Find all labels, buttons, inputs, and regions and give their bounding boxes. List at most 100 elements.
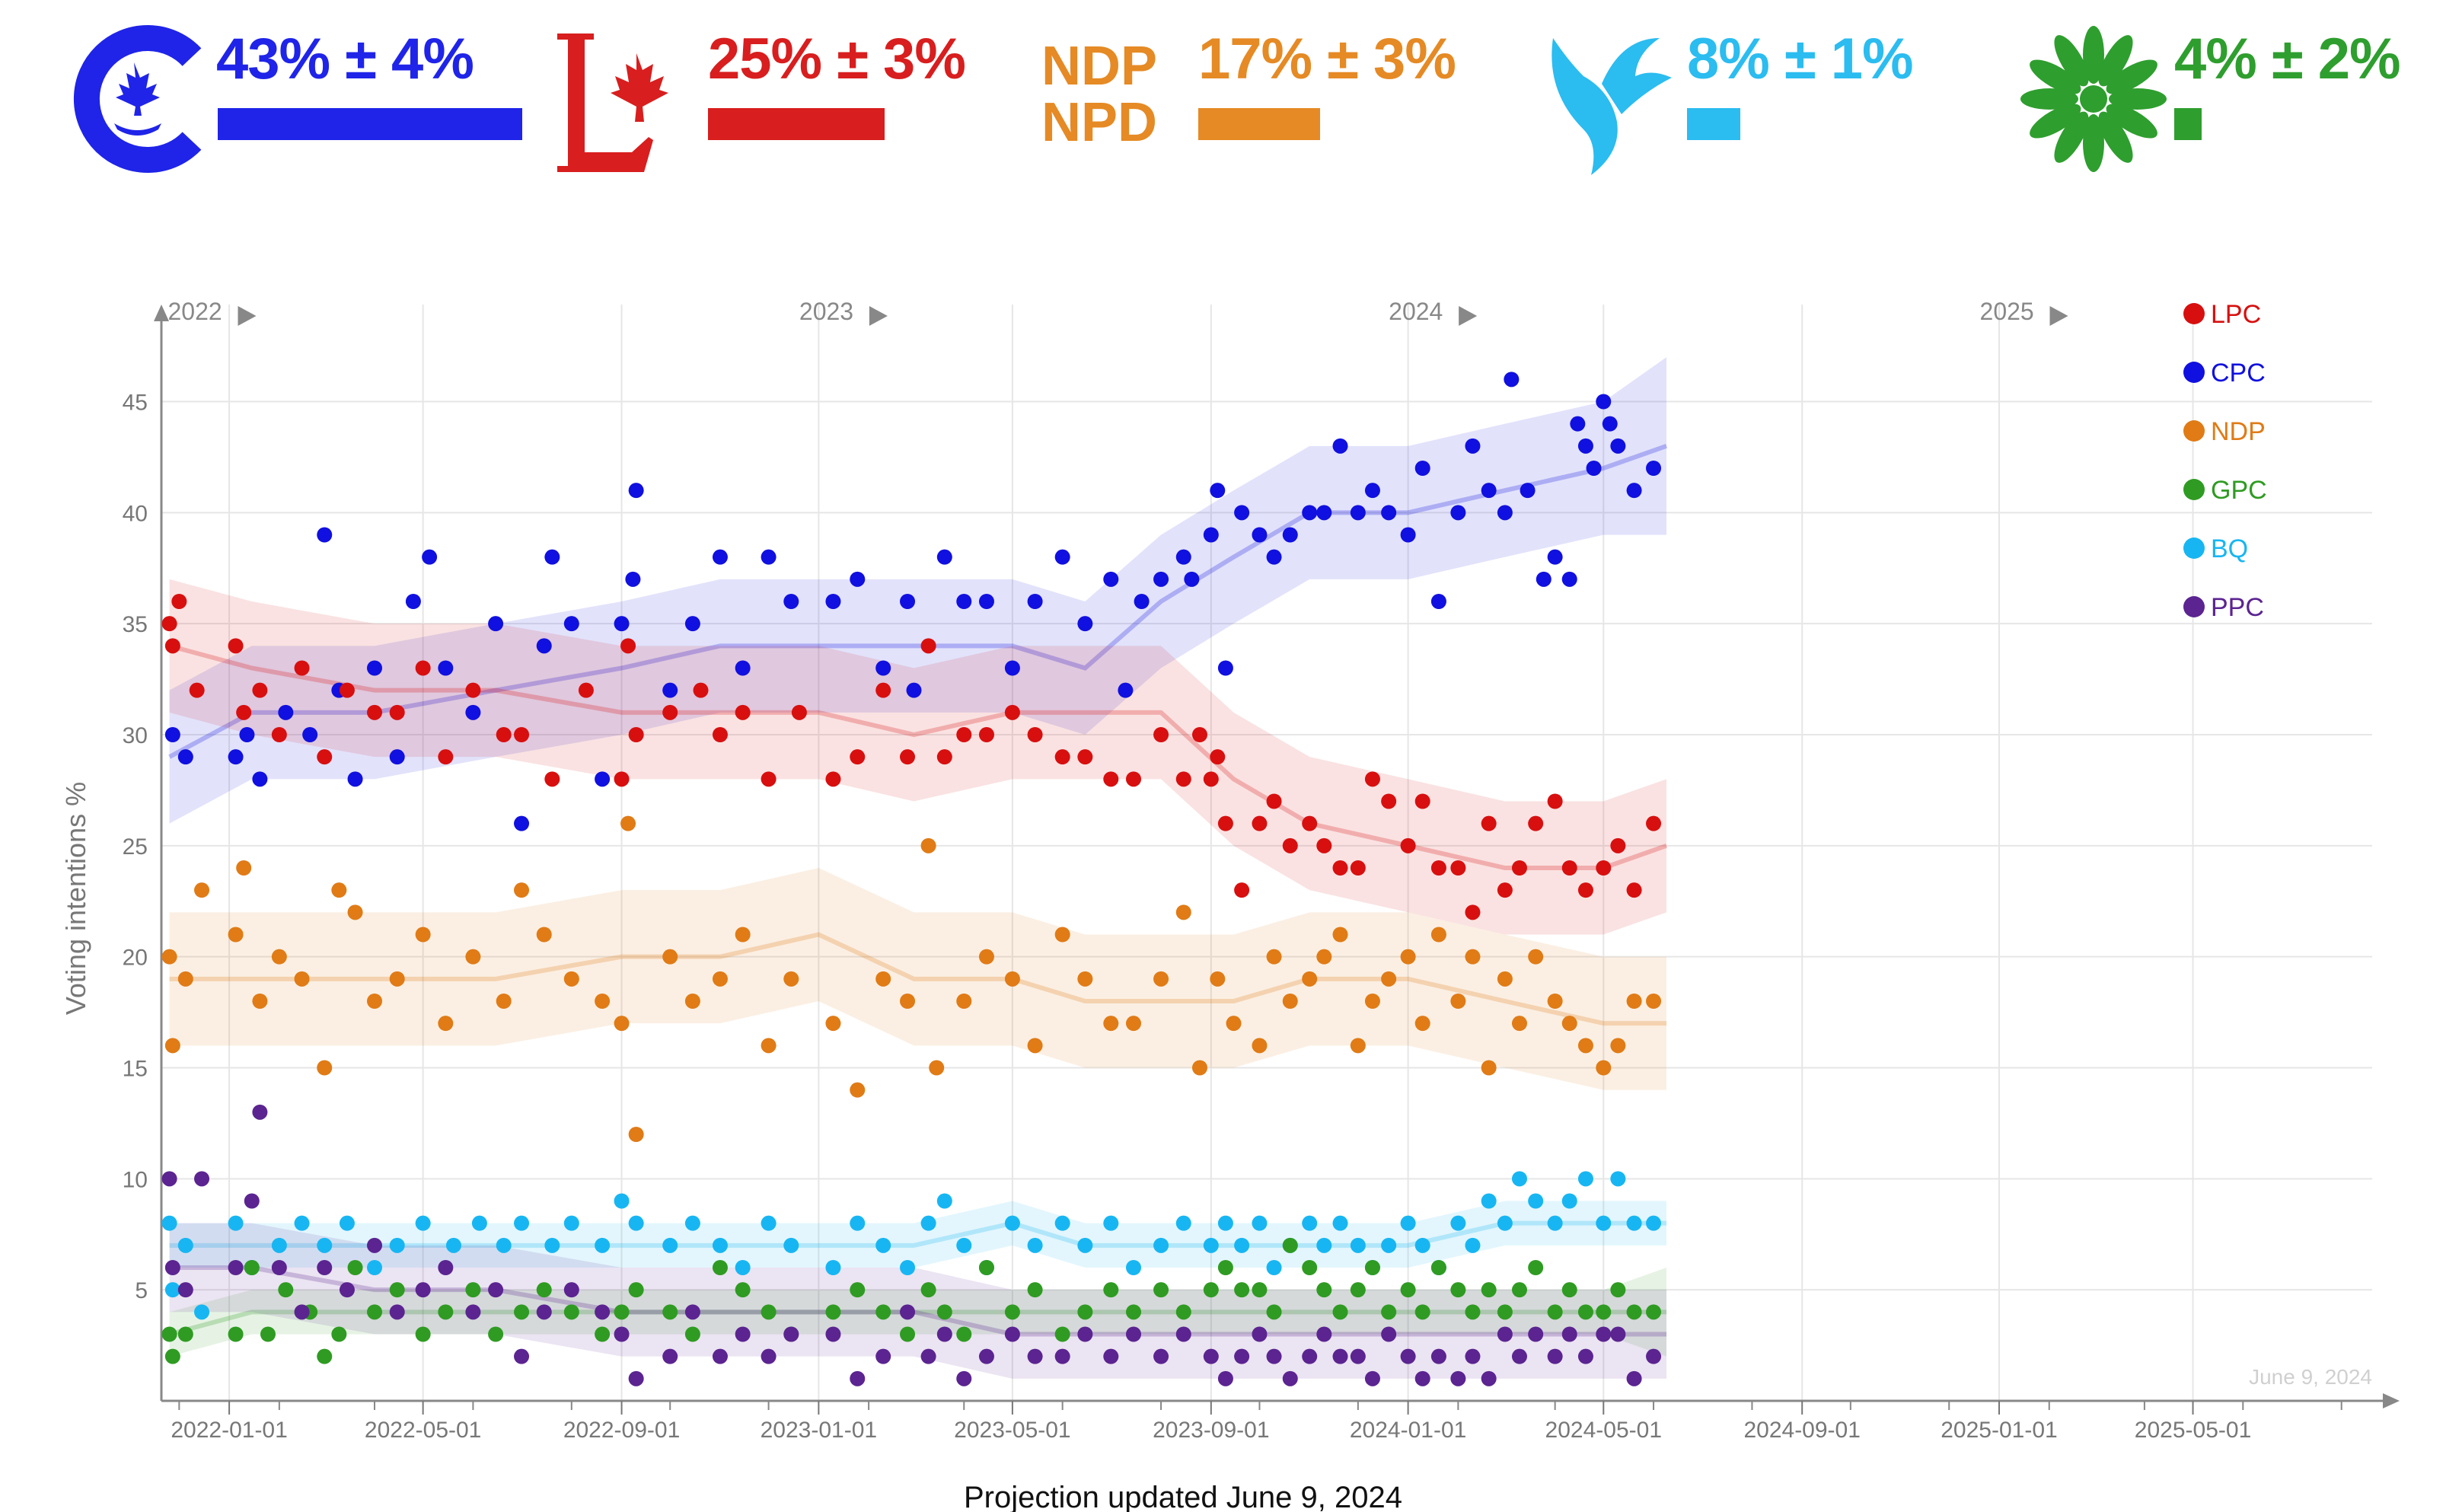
poll-point-ppc	[1282, 1370, 1298, 1386]
poll-point-ndp	[1103, 1016, 1119, 1032]
poll-point-bq	[1596, 1215, 1612, 1231]
poll-point-lpc	[1004, 704, 1020, 720]
poll-point-cpc	[1266, 549, 1282, 565]
poll-point-gpc	[761, 1304, 777, 1320]
poll-point-cpc	[252, 771, 268, 787]
party-summary-bq: 8% ± 1%	[1538, 15, 1934, 183]
poll-point-gpc	[1153, 1282, 1169, 1298]
poll-point-lpc	[465, 682, 481, 698]
poll-point-lpc	[662, 704, 678, 720]
poll-point-lpc	[1596, 860, 1612, 876]
poll-point-lpc	[1414, 793, 1430, 809]
poll-point-cpc	[825, 594, 841, 609]
series-cpc-confidence-band	[169, 357, 1667, 824]
gpc-share-label: 4% ± 2%	[2174, 27, 2401, 91]
poll-point-bq	[415, 1215, 431, 1231]
poll-point-ppc	[228, 1260, 244, 1275]
poll-point-ppc	[1450, 1370, 1466, 1386]
poll-point-bq	[1252, 1215, 1268, 1231]
poll-point-lpc	[693, 682, 709, 698]
poll-point-cpc	[978, 594, 994, 609]
poll-point-ppc	[294, 1304, 310, 1320]
poll-point-ppc	[1481, 1370, 1497, 1386]
poll-point-lpc	[1465, 904, 1481, 920]
poll-point-lpc	[1350, 860, 1366, 876]
poll-point-lpc	[578, 682, 594, 698]
poll-point-ndp	[1266, 949, 1282, 965]
poll-point-gpc	[662, 1304, 678, 1320]
year-marker-arrow-icon	[238, 306, 257, 326]
poll-point-lpc	[1191, 727, 1207, 742]
poll-point-bq	[1350, 1237, 1366, 1253]
poll-point-ndp	[1316, 949, 1332, 965]
lpc-share-bar	[708, 108, 885, 140]
poll-point-cpc	[347, 771, 363, 787]
poll-point-bq	[1528, 1193, 1544, 1209]
series-gpc-points	[161, 1237, 1662, 1364]
poll-point-ndp	[761, 1038, 777, 1054]
poll-point-cpc	[662, 682, 678, 698]
poll-point-lpc	[514, 727, 530, 742]
poll-point-ndp	[1400, 949, 1416, 965]
poll-point-ndp	[294, 971, 310, 987]
poll-point-ndp	[271, 949, 287, 965]
poll-point-bq	[684, 1215, 700, 1231]
poll-point-gpc	[1203, 1282, 1219, 1298]
poll-point-ndp	[1077, 971, 1093, 987]
poll-point-ppc	[936, 1326, 952, 1342]
poll-point-cpc	[389, 749, 405, 765]
x-tick-label: 2023-05-01	[954, 1418, 1070, 1443]
y-tick-label: 20	[123, 946, 148, 971]
legend-label-cpc: CPC	[2211, 359, 2266, 388]
poll-point-cpc	[614, 616, 630, 632]
poll-point-lpc	[1481, 815, 1497, 831]
legend-label-lpc: LPC	[2211, 300, 2261, 329]
poll-point-lpc	[614, 771, 630, 787]
poll-point-bq	[1381, 1237, 1397, 1253]
poll-point-bq	[294, 1215, 310, 1231]
poll-point-lpc	[171, 594, 187, 609]
poll-point-cpc	[1547, 549, 1563, 565]
poll-point-ndp	[563, 971, 579, 987]
poll-point-gpc	[956, 1326, 972, 1342]
poll-point-lpc	[850, 749, 866, 765]
poll-point-cpc	[438, 660, 454, 676]
series-ppc-points	[161, 1104, 1662, 1386]
poll-point-cpc	[1381, 505, 1397, 521]
poll-point-ppc	[1175, 1326, 1191, 1342]
y-tick-label: 45	[123, 391, 148, 416]
bq-logo-icon	[1552, 38, 1672, 175]
poll-point-ndp	[252, 994, 268, 1009]
poll-point-ppc	[735, 1326, 751, 1342]
poll-point-cpc	[875, 660, 891, 676]
poll-point-ppc	[1203, 1348, 1219, 1364]
poll-point-cpc	[1103, 571, 1119, 587]
poll-point-gpc	[1282, 1237, 1298, 1253]
ndp-share-bar	[1198, 108, 1320, 140]
poll-point-cpc	[228, 749, 244, 765]
series-cpc-trend-line	[168, 444, 1668, 759]
poll-point-ndp	[1561, 1016, 1577, 1032]
poll-point-ndp	[1381, 971, 1397, 987]
poll-point-ndp	[1153, 971, 1169, 987]
poll-point-ndp	[1596, 1060, 1612, 1076]
poll-point-lpc	[628, 727, 644, 742]
poll-point-ndp	[1004, 971, 1020, 987]
poll-point-gpc	[465, 1282, 481, 1298]
poll-point-gpc	[1234, 1282, 1250, 1298]
poll-point-cpc	[1004, 660, 1020, 676]
poll-point-bq	[1234, 1237, 1250, 1253]
poll-point-gpc	[1364, 1260, 1380, 1275]
x-tick-label: 2024-05-01	[1545, 1418, 1662, 1443]
ndp-logo-bottom: NPD	[1041, 92, 1158, 153]
poll-point-ndp	[1210, 971, 1226, 987]
legend-marker-ppc	[2183, 596, 2205, 617]
poll-point-ndp	[684, 994, 700, 1009]
poll-point-gpc	[161, 1326, 177, 1342]
poll-point-lpc	[1217, 815, 1233, 831]
poll-point-bq	[1465, 1237, 1481, 1253]
poll-point-cpc	[1450, 505, 1466, 521]
poll-point-lpc	[1626, 882, 1642, 898]
poll-point-lpc	[1332, 860, 1348, 876]
poll-point-ppc	[1414, 1370, 1430, 1386]
